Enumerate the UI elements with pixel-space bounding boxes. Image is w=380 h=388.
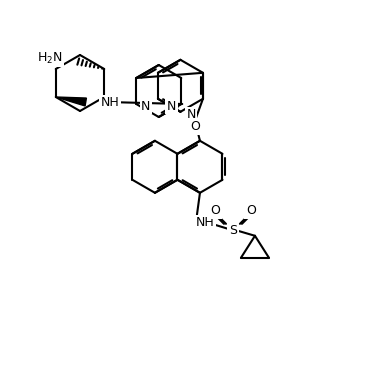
Text: O: O bbox=[190, 120, 200, 133]
Polygon shape bbox=[56, 97, 86, 106]
Text: NH: NH bbox=[196, 216, 214, 229]
Text: H$_2$N: H$_2$N bbox=[37, 50, 62, 66]
Text: O: O bbox=[210, 204, 220, 217]
Text: S: S bbox=[229, 224, 237, 237]
Text: N: N bbox=[167, 99, 176, 113]
Text: O: O bbox=[246, 204, 256, 217]
Text: N: N bbox=[141, 99, 150, 113]
Text: NH: NH bbox=[101, 97, 119, 109]
Text: N: N bbox=[187, 108, 196, 121]
